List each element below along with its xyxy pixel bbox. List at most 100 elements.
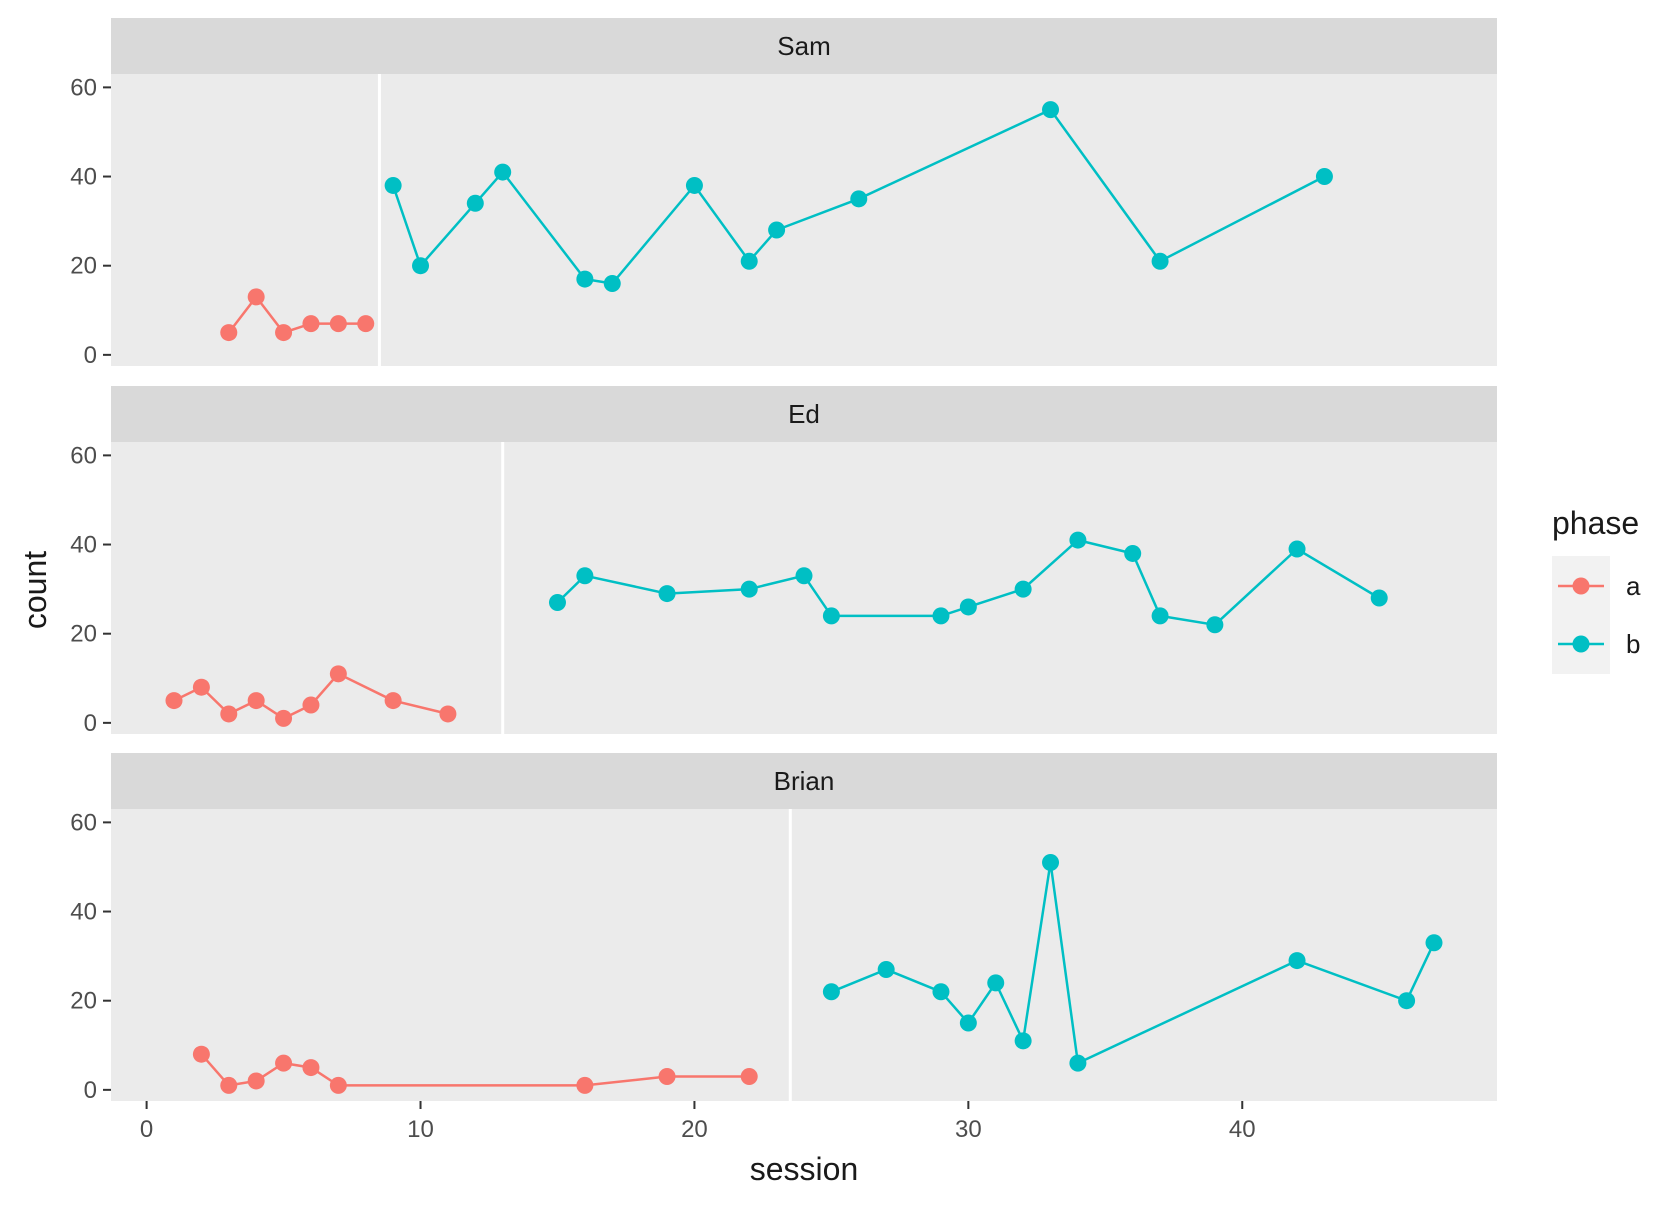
data-point-b (987, 974, 1005, 992)
data-point-a (247, 288, 265, 306)
data-point-b (1151, 252, 1169, 270)
data-point-b (1042, 853, 1060, 871)
data-point-b (1124, 544, 1142, 562)
panel-background (111, 809, 1497, 1101)
data-point-b (1288, 540, 1306, 558)
x-tick-label: 10 (407, 1116, 434, 1143)
data-point-a (384, 692, 402, 710)
y-tick-label: 20 (70, 988, 97, 1015)
data-point-a (357, 315, 375, 333)
data-point-b (822, 607, 840, 625)
legend-key-point-b (1572, 635, 1590, 653)
facet-strip (111, 753, 1497, 809)
data-point-a (220, 1076, 238, 1094)
data-point-b (1206, 616, 1224, 634)
data-point-b (1398, 992, 1416, 1010)
data-point-b (603, 275, 621, 293)
data-point-b (576, 567, 594, 585)
data-point-a (302, 315, 320, 333)
facet-panel-brian: Brian 0 20 40 60 0 10 20 30 40 (70, 753, 1497, 1143)
legend-key-point-a (1572, 577, 1590, 595)
facet-strip-label: Brian (774, 766, 835, 796)
data-point-b (877, 960, 895, 978)
legend-label-a: a (1626, 571, 1641, 601)
data-point-b (1014, 580, 1032, 598)
panel-background (111, 442, 1497, 734)
y-tick-label: 60 (70, 442, 97, 469)
data-point-b (576, 270, 594, 288)
data-point-a (275, 324, 293, 342)
data-point-a (275, 709, 293, 727)
data-point-b (959, 1014, 977, 1032)
x-tick-label: 30 (955, 1116, 982, 1143)
data-point-b (1042, 101, 1060, 119)
data-point-b (959, 598, 977, 616)
y-axis-title: count (17, 551, 53, 629)
data-point-a (247, 692, 265, 710)
data-point-b (1315, 168, 1333, 186)
x-tick-label: 20 (681, 1116, 708, 1143)
y-tick-label: 40 (70, 899, 97, 926)
x-tick-label: 40 (1229, 1116, 1256, 1143)
y-tick-label: 20 (70, 253, 97, 280)
data-point-b (384, 176, 402, 194)
y-tick-label: 60 (70, 74, 97, 101)
facet-strip (111, 18, 1497, 74)
data-point-b (548, 593, 566, 611)
data-point-b (1151, 607, 1169, 625)
facet-strip-label: Ed (788, 399, 820, 429)
data-point-b (932, 607, 950, 625)
data-point-a (192, 678, 210, 696)
data-point-a (302, 696, 320, 714)
data-point-b (932, 983, 950, 1001)
legend-title: phase (1552, 505, 1639, 541)
data-point-b (1288, 952, 1306, 970)
data-point-b (795, 567, 813, 585)
y-tick-label: 60 (70, 809, 97, 836)
y-tick-label: 20 (70, 621, 97, 648)
y-tick-label: 0 (84, 342, 97, 369)
facet-strip (111, 386, 1497, 442)
y-tick-label: 40 (70, 164, 97, 191)
legend: phase ab (1552, 505, 1641, 674)
facet-panel-ed: Ed 0 20 40 60 (70, 386, 1497, 737)
data-point-a (329, 1076, 347, 1094)
legend-key-box (1552, 556, 1610, 674)
data-point-a (220, 705, 238, 723)
data-point-b (1425, 934, 1443, 952)
data-point-b (822, 983, 840, 1001)
data-point-b (850, 190, 868, 208)
data-point-b (768, 221, 786, 239)
x-axis-title: session (750, 1151, 859, 1187)
data-point-b (466, 194, 484, 212)
data-point-a (302, 1059, 320, 1077)
data-point-a (192, 1045, 210, 1063)
data-point-b (1370, 589, 1388, 607)
data-point-b (1069, 531, 1087, 549)
data-point-b (685, 176, 703, 194)
facet-strip-label: Sam (777, 31, 830, 61)
y-tick-label: 40 (70, 532, 97, 559)
data-point-b (658, 585, 676, 603)
facet-panel-sam: Sam 0 20 40 60 (70, 18, 1497, 369)
data-point-b (1069, 1054, 1087, 1072)
data-point-a (329, 665, 347, 683)
y-tick-label: 0 (84, 710, 97, 737)
data-point-a (165, 692, 183, 710)
data-point-a (275, 1054, 293, 1072)
data-point-a (329, 315, 347, 333)
y-tick-label: 0 (84, 1077, 97, 1104)
legend-label-b: b (1626, 629, 1640, 659)
data-point-b (412, 257, 430, 275)
data-point-b (1014, 1032, 1032, 1050)
data-point-b (740, 580, 758, 598)
data-point-a (576, 1076, 594, 1094)
data-point-b (494, 163, 512, 181)
data-point-a (220, 324, 238, 342)
data-point-a (740, 1067, 758, 1085)
data-point-a (439, 705, 457, 723)
x-tick-label: 0 (140, 1116, 153, 1143)
data-point-a (658, 1067, 676, 1085)
